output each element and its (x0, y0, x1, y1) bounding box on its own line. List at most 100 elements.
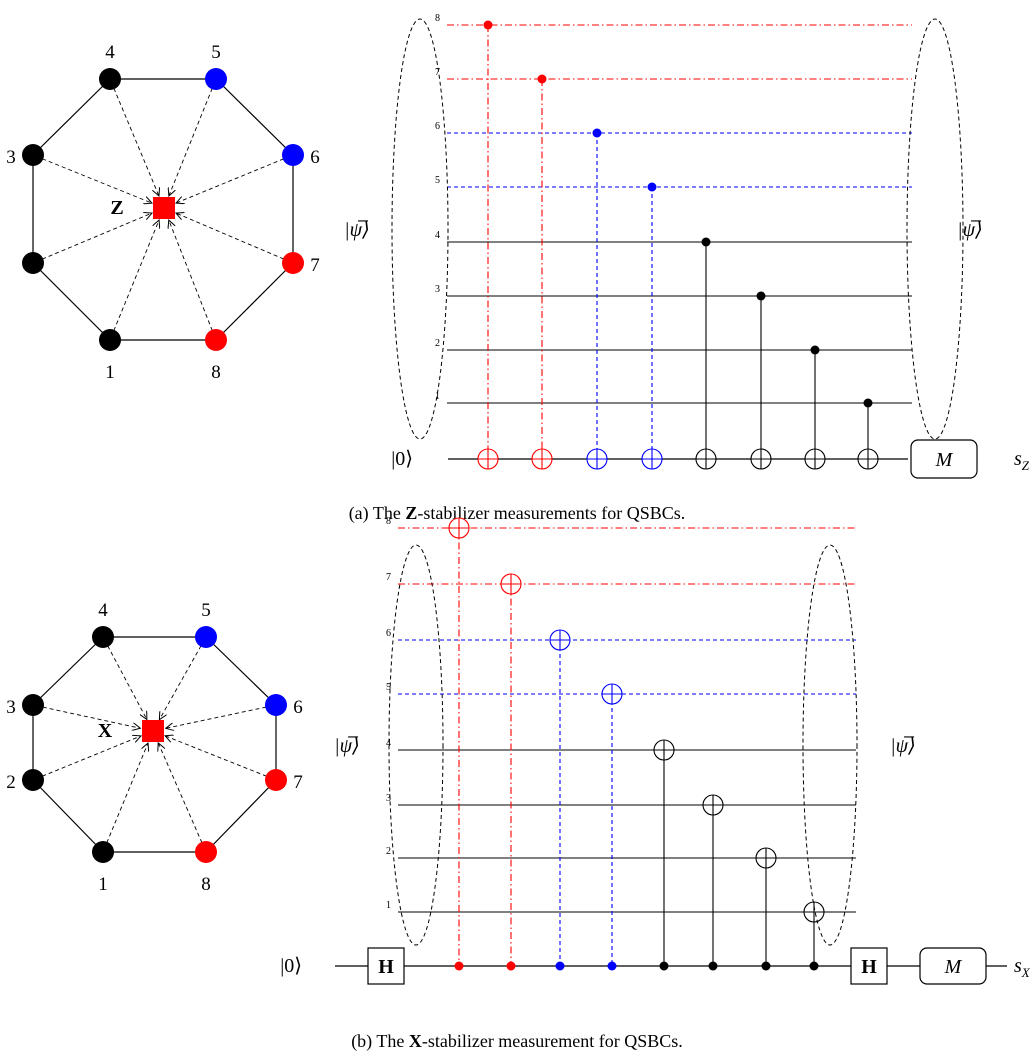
control-dot-7 (506, 961, 516, 971)
control-dot-5 (647, 182, 657, 192)
qubit-node-7 (265, 769, 287, 791)
wire-label-5: 5 (386, 682, 391, 693)
caption-prefix: (b) The (351, 1031, 409, 1052)
octagon-edge (215, 262, 294, 341)
state-brace-left (388, 544, 444, 946)
caption-suffix: -stabilizer measurements for QSBCs. (417, 503, 685, 523)
check-arrow (107, 645, 147, 720)
node-label-3: 3 (6, 697, 16, 718)
node-label-5: 5 (201, 600, 211, 621)
qubit-node-1 (99, 329, 121, 351)
octagon-edge (205, 779, 277, 853)
qubit-node-6 (265, 694, 287, 716)
octagon-edge (32, 262, 111, 341)
qubit-node-8 (195, 841, 217, 863)
wire-label-2: 2 (386, 846, 391, 857)
octagon-edge (32, 636, 104, 706)
syndrome-label: sX (1014, 955, 1031, 980)
measurement-label: M (944, 956, 963, 978)
control-dot-3 (756, 291, 766, 301)
control-dot-3 (708, 961, 718, 971)
check-arrow (159, 645, 202, 720)
ancilla-label: |0⟩ (391, 448, 413, 470)
hadamard-gate-box (367, 947, 405, 985)
control-dot-7 (537, 74, 547, 84)
qubit-node-1 (92, 841, 114, 863)
control-dot-1 (863, 398, 873, 408)
control-dot-1 (809, 961, 819, 971)
state-brace-left (391, 18, 449, 440)
check-arrow (165, 736, 267, 777)
qubit-node-6 (282, 144, 304, 166)
control-dot-5 (607, 961, 617, 971)
state-label-right: |ψ̅⟩ (957, 219, 983, 241)
octagon-edge (32, 779, 104, 853)
check-arrow (42, 736, 141, 777)
qubit-node-2 (22, 252, 44, 274)
syndrome-symbol: s (1014, 955, 1022, 977)
wire-label-1: 1 (386, 900, 391, 911)
wire-label-2: 2 (435, 338, 440, 349)
wire-label-8: 8 (386, 516, 391, 527)
node-label-6: 6 (310, 147, 320, 168)
state-label-right: |ψ̅⟩ (890, 735, 916, 757)
hadamard-gate-box (850, 947, 888, 985)
qubit-node-5 (205, 68, 227, 90)
measurement-box (919, 947, 987, 985)
wire-label-6: 6 (435, 121, 440, 132)
octagon-edge (205, 636, 277, 706)
check-arrow (158, 743, 203, 844)
octagon-edge (32, 78, 111, 156)
qubit-node-3 (22, 144, 44, 166)
caption-operator: Z (405, 503, 417, 523)
check-arrow (106, 743, 148, 843)
check-node-square (142, 720, 164, 742)
node-label-8: 8 (201, 874, 211, 895)
node-label-6: 6 (293, 697, 303, 718)
check-arrow (42, 213, 152, 260)
qubit-node-5 (195, 626, 217, 648)
node-label-3: 3 (6, 147, 16, 168)
state-brace-right (802, 544, 858, 946)
node-label-4: 4 (98, 600, 108, 621)
control-dot-8 (483, 20, 493, 30)
figure-caption: (a) The Z-stabilizer measurements for QS… (349, 503, 686, 524)
check-arrow (176, 213, 284, 260)
syndrome-subscript: X (1021, 965, 1031, 980)
ancilla-label: |0⟩ (280, 955, 302, 977)
control-dot-4 (701, 237, 711, 247)
control-dot-2 (810, 345, 820, 355)
node-label-2: 2 (6, 772, 16, 793)
qubit-node-3 (22, 694, 44, 716)
control-dot-4 (659, 961, 669, 971)
wire-label-7: 7 (435, 67, 440, 78)
node-label-5: 5 (211, 42, 221, 63)
qubit-node-8 (205, 329, 227, 351)
hadamard-gate-label-left: H (378, 956, 394, 978)
state-label-left: |ψ̅⟩ (334, 735, 360, 757)
hadamard-gate-label-right: H (861, 956, 877, 978)
syndrome-label: sZ (1014, 448, 1030, 473)
wire-label-7: 7 (386, 572, 391, 583)
check-arrow (166, 706, 267, 728)
check-node-label: Z (110, 197, 123, 219)
control-dot-6 (555, 961, 565, 971)
control-dot-8 (454, 961, 464, 971)
control-dot-2 (761, 961, 771, 971)
wire-label-3: 3 (435, 284, 440, 295)
node-label-1: 1 (105, 362, 115, 383)
caption-operator: X (409, 1031, 422, 1051)
check-arrow (169, 220, 213, 331)
state-brace-right (906, 18, 964, 440)
qubit-node-2 (22, 769, 44, 791)
wire-label-3: 3 (386, 793, 391, 804)
caption-suffix: -stabilizer measurement for QSBCs. (422, 1031, 683, 1051)
check-arrow (176, 158, 284, 203)
qubit-node-4 (92, 626, 114, 648)
wire-label-6: 6 (386, 628, 391, 639)
node-label-7: 7 (310, 255, 320, 276)
wire-label-4: 4 (435, 230, 440, 241)
